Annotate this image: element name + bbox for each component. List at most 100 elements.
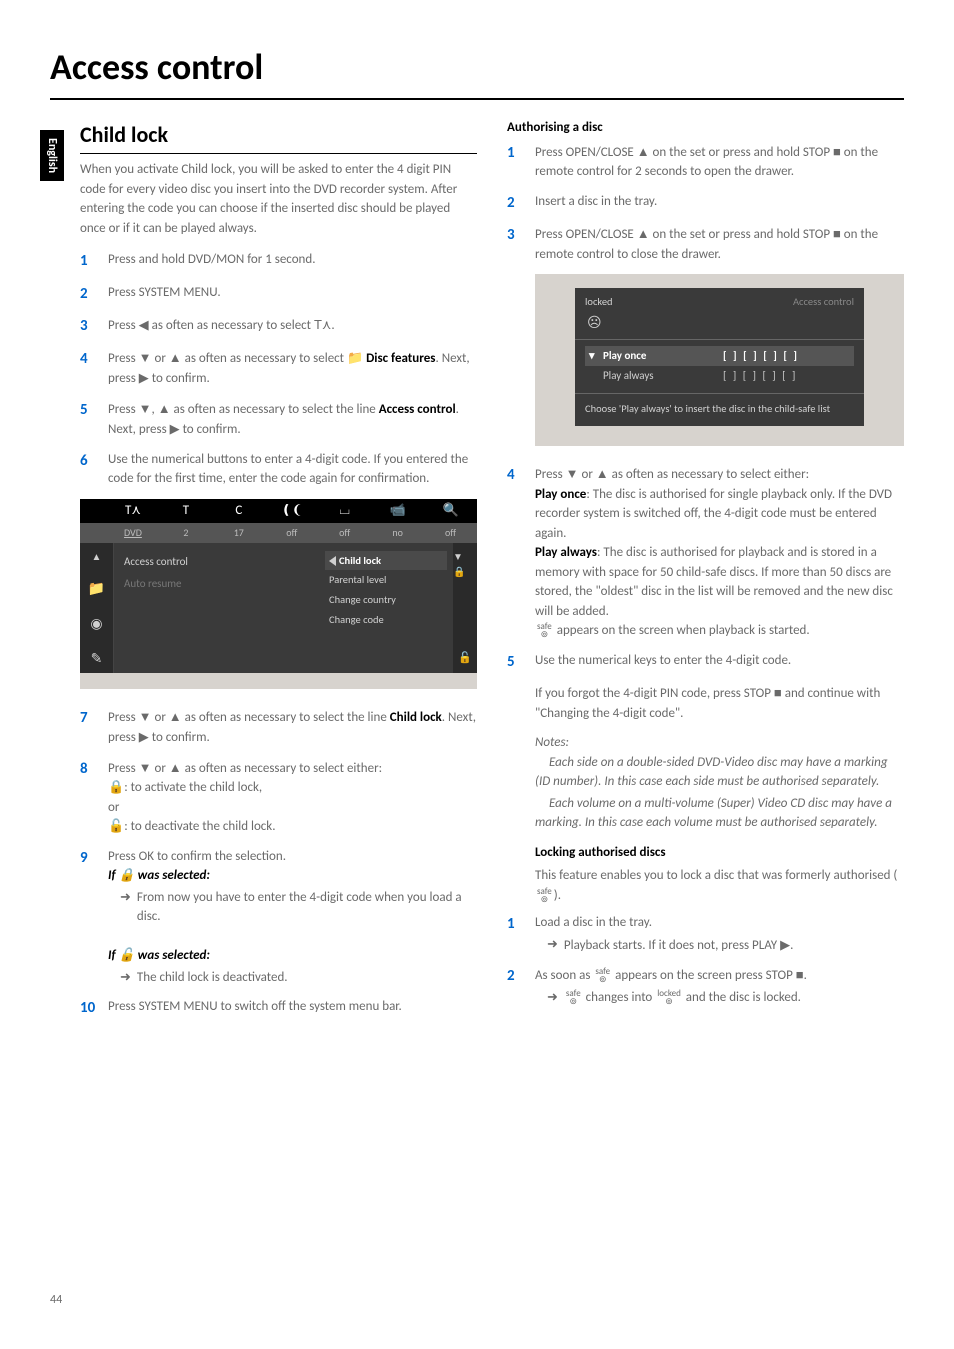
osd-right: Child lock Parental level Change country… [323, 543, 453, 673]
text: as often as necessary to select [182, 351, 347, 366]
arrow-icon: ➜ [120, 888, 131, 927]
down-icon: ▼ [139, 401, 152, 416]
topbar-cell: 🔍 [424, 498, 477, 524]
text: or [579, 467, 596, 482]
rstep-3: 3 Press OPEN/CLOSE ▲ on the set or press… [507, 224, 904, 264]
text: : to activate the child lock, [124, 780, 262, 795]
play-always-label: Play always [535, 545, 597, 560]
left-column: Child lock When you activate Child lock,… [80, 118, 477, 1030]
text: Load a disc in the tray. [535, 915, 652, 930]
osd2-option-selected: ▾ Play once [ ] [ ] [ ] [ ] [585, 346, 854, 367]
text: or [152, 710, 169, 725]
play-once-label: Play once [535, 487, 586, 502]
safe-icon: safe⊚ [595, 968, 610, 984]
topbar-cell: C [212, 498, 265, 524]
up-icon: ▲ [158, 401, 171, 416]
text: : The disc is authorised for single play… [535, 487, 892, 541]
step-number: 2 [507, 965, 525, 1007]
text: Press [108, 318, 139, 333]
step-number: 1 [507, 142, 525, 182]
osd2-header-right: Access control [793, 294, 854, 310]
text: appears on the screen when playback is s… [554, 623, 810, 638]
step-text: Press SYSTEM MENU to switch off the syst… [108, 997, 477, 1020]
step-2: 2 Press SYSTEM MENU. [80, 283, 477, 306]
up-icon: ▲ [169, 709, 182, 724]
record-icon: ◉ [90, 613, 102, 634]
text: . [790, 938, 793, 953]
unlock-icon: 🔓 [458, 650, 472, 667]
step-text: Insert a disc in the tray. [535, 192, 904, 215]
disc-icon: 📁 [88, 578, 105, 599]
osd2-option: Play always [ ] [ ] [ ] [ ] [585, 366, 854, 387]
step-number: 9 [80, 847, 98, 988]
text: Press OPEN/CLOSE [535, 227, 637, 242]
note-1: Each side on a double-sided DVD-Video di… [535, 753, 904, 792]
row2-cell: 17 [212, 525, 265, 540]
osd-footer [80, 673, 477, 689]
text: If you forgot the 4-digit PIN code, pres… [535, 686, 774, 701]
text: Press [108, 402, 139, 417]
lstep-2: 2 As soon as safe⊚ appears on the screen… [507, 965, 904, 1007]
rstep-2: 2 Insert a disc in the tray. [507, 192, 904, 215]
step-1: 1 Press and hold DVD/MON for 1 second. [80, 250, 477, 273]
step-8: 8 Press ▼ or ▲ as often as necessary to … [80, 758, 477, 837]
step-number: 7 [80, 707, 98, 748]
option-value: [ ] [ ] [ ] [ ] [723, 368, 797, 385]
step-number: 1 [507, 913, 525, 955]
down-icon: ▼ [139, 760, 152, 775]
up-icon: ▲ [169, 350, 182, 365]
label: Child lock [339, 554, 381, 567]
lock-icon: 🔒 [108, 780, 124, 795]
step-text: As soon as safe⊚ appears on the screen p… [535, 965, 904, 1007]
up-icon: ▲ [596, 466, 609, 481]
locking-intro: This feature enables you to lock a disc … [535, 866, 904, 905]
rstep-4: 4 Press ▼ or ▲ as often as necessary to … [507, 464, 904, 641]
row2-cell: off [265, 525, 318, 540]
row2-cell: 2 [159, 525, 212, 540]
arrow-icon: ➜ [547, 988, 558, 1008]
stop-icon: ■ [796, 967, 804, 982]
step-number: 3 [507, 224, 525, 264]
text: . [804, 968, 807, 983]
right-icon: ▶ [139, 370, 149, 385]
menu-item: Change code [329, 610, 447, 630]
arrow-icon: ➜ [547, 935, 558, 956]
osd-rightbar: ▼ 🔒 🔓 [453, 543, 477, 673]
text: Press [108, 710, 139, 725]
menu-item: Parental level [329, 570, 447, 590]
folder-icon: 📁 [347, 351, 363, 366]
step-7: 7 Press ▼ or ▲ as often as necessary to … [80, 707, 477, 748]
row2-cell: off [424, 525, 477, 540]
step-10: 10 Press SYSTEM MENU to switch off the s… [80, 997, 477, 1020]
text: and the disc is locked. [683, 990, 801, 1005]
step-text: Press ▼ or ▲ as often as necessary to se… [108, 348, 477, 389]
lstep-1: 1 Load a disc in the tray. ➜Playback sta… [507, 913, 904, 955]
child-lock-intro: When you activate Child lock, you will b… [80, 160, 477, 238]
text: changes into [583, 990, 656, 1005]
safe-icon: safe⊚ [537, 888, 552, 904]
text: . [331, 318, 334, 333]
text: as often as necessary to select the line [171, 402, 379, 417]
page-title: Access control [50, 40, 904, 100]
safe-icon: safe⊚ [566, 990, 581, 1006]
authorising-heading: Authorising a disc [507, 118, 904, 138]
text: As soon as [535, 968, 593, 983]
osd-middle: Access control Auto resume [114, 543, 323, 673]
right-icon: ▶ [170, 421, 180, 436]
page-number: 44 [50, 1291, 62, 1309]
topbar-cell: T [159, 498, 212, 524]
text: Press [108, 351, 139, 366]
triangle-left-icon [329, 556, 336, 566]
osd-leftbar: ▲ 📁 ◉ ✎ [80, 543, 114, 673]
menu-item: Change country [329, 590, 447, 610]
topbar-cell: 📹 [371, 498, 424, 524]
rstep-5: 5 Use the numerical keys to enter the 4-… [507, 651, 904, 674]
bold-text: Access control [379, 402, 456, 417]
text: The child lock is deactivated. [137, 968, 288, 988]
step-number: 1 [80, 250, 98, 273]
forgot-pin-note: If you forgot the 4-digit PIN code, pres… [507, 683, 904, 723]
arrow-icon: ➜ [120, 968, 131, 988]
locking-heading: Locking authorised discs [535, 843, 904, 863]
unlock-icon: 🔓 [108, 819, 124, 834]
step-text: Load a disc in the tray. ➜Playback start… [535, 913, 904, 955]
